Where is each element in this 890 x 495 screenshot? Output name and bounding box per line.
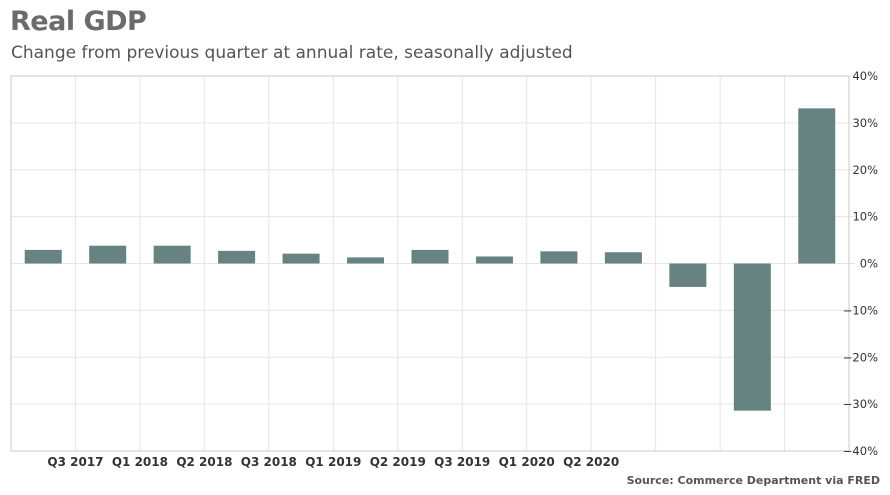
y-tick-label: 40% [852,69,878,83]
chart-title: Real GDP [10,6,147,37]
bar [798,108,836,264]
x-tick-label: Q2 2019 [370,455,426,469]
bar [282,253,320,264]
x-tick-label: Q3 2018 [241,455,297,469]
y-axis-tick-labels: 40% 30% 20% 10% 0% −10% −20% −30% −40% [843,69,878,458]
x-tick-label: Q1 2018 [112,455,168,469]
bars [24,108,836,411]
bar [153,245,191,264]
x-axis-tick-labels: Q3 2017 Q1 2018 Q2 2018 Q3 2018 Q1 2019 Q2 20… [47,455,619,469]
y-tick-label: −40% [843,444,878,458]
y-tick-label: 0% [860,257,878,271]
x-tick-label: Q1 2019 [305,455,361,469]
bar [24,249,62,264]
bar [411,249,449,264]
bar [604,252,642,264]
y-tick-label: −20% [843,350,878,364]
bar [475,256,513,264]
source-note: Source: Commerce Department via FRED [626,474,880,487]
bar [347,257,385,264]
y-tick-label: −10% [843,303,878,317]
x-tick-label: Q2 2020 [563,455,619,469]
x-tick-label: Q3 2019 [434,455,490,469]
bar [733,263,771,411]
bar [669,263,707,287]
plot-frame [10,75,850,452]
chart-subtitle: Change from previous quarter at annual r… [11,43,573,63]
x-tick-label: Q1 2020 [499,455,555,469]
y-tick-label: 30% [852,116,878,130]
bar [540,251,578,264]
x-tick-label: Q3 2017 [47,455,103,469]
bar [218,250,256,264]
y-tick-label: 20% [852,163,878,177]
bar [89,245,127,264]
y-tick-label: 10% [852,210,878,224]
x-tick-label: Q2 2018 [176,455,232,469]
y-tick-label: −30% [843,397,878,411]
